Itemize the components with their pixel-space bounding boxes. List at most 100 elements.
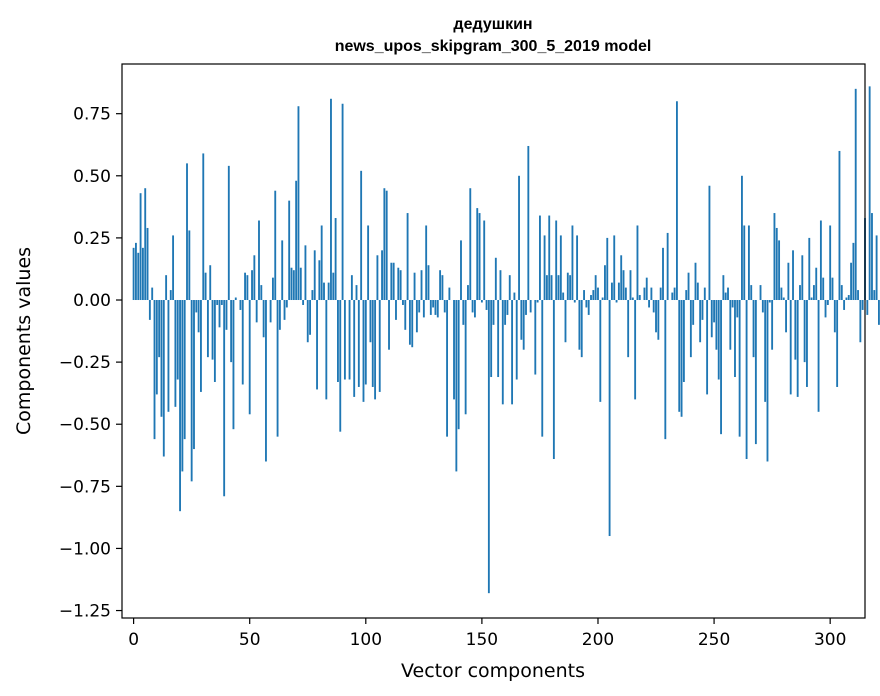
bar-68 <box>290 267 293 301</box>
x-tick-label: 150 <box>466 630 498 650</box>
bar-215 <box>631 297 634 300</box>
bar-1 <box>135 242 137 301</box>
bar-237 <box>682 300 685 382</box>
bar-229 <box>664 300 667 440</box>
y-tick-label: −1.00 <box>59 539 111 559</box>
bar-151 <box>483 220 486 301</box>
bar-259 <box>734 300 736 378</box>
bar-183 <box>557 275 560 301</box>
bar-29 <box>200 300 202 392</box>
bar-96 <box>355 285 358 301</box>
bar-117 <box>404 300 407 330</box>
bar-88 <box>337 300 339 382</box>
bar-287 <box>799 285 801 301</box>
bar-201 <box>599 300 602 402</box>
bar-102 <box>369 300 372 343</box>
bar-223 <box>650 287 653 301</box>
bar-25 <box>190 300 193 482</box>
y-tick-label: −0.50 <box>59 415 111 435</box>
bar-321 <box>878 300 880 325</box>
bar-119 <box>408 300 411 345</box>
bar-138 <box>453 300 455 400</box>
bar-86 <box>332 272 335 301</box>
bar-232 <box>671 292 674 301</box>
x-tick-label: 50 <box>239 630 261 650</box>
bar-121 <box>413 272 416 301</box>
bar-309 <box>850 262 852 300</box>
bar-178 <box>545 275 548 301</box>
bar-34 <box>211 300 214 360</box>
bar-159 <box>501 300 504 405</box>
bar-51 <box>251 270 253 301</box>
bar-248 <box>708 185 711 301</box>
bar-19 <box>176 300 179 380</box>
bar-107 <box>381 250 383 301</box>
bar-236 <box>680 300 683 417</box>
bar-241 <box>692 300 695 325</box>
bar-13 <box>162 300 165 457</box>
bar-188 <box>569 275 572 301</box>
bar-283 <box>789 300 792 395</box>
chart-subtitle: news_upos_skipgram_300_5_2019 model <box>335 38 652 55</box>
bar-263 <box>743 225 746 301</box>
bar-70 <box>295 180 298 301</box>
bar-110 <box>388 300 390 350</box>
y-tick-label: −0.75 <box>59 477 111 497</box>
bar-257 <box>729 300 732 350</box>
bar-289 <box>803 300 806 363</box>
bar-298 <box>824 300 827 318</box>
bar-66 <box>285 300 288 308</box>
bar-31 <box>204 272 207 301</box>
bar-75 <box>306 300 309 343</box>
bar-111 <box>390 262 393 300</box>
bar-101 <box>367 225 370 301</box>
bar-204 <box>606 237 609 301</box>
bar-128 <box>429 300 432 315</box>
bar-176 <box>541 300 544 437</box>
bar-136 <box>448 287 451 301</box>
bar-54 <box>258 220 260 301</box>
bar-160 <box>504 300 507 325</box>
bar-116 <box>402 300 404 305</box>
bar-74 <box>304 245 307 300</box>
bar-6 <box>146 227 149 300</box>
bar-133 <box>441 275 444 301</box>
bar-243 <box>696 282 699 301</box>
bar-260 <box>736 300 739 318</box>
bar-264 <box>745 300 748 460</box>
bar-214 <box>629 270 632 301</box>
bar-145 <box>469 188 472 301</box>
bar-280 <box>782 297 785 300</box>
bar-267 <box>752 300 755 358</box>
bar-153 <box>487 300 490 594</box>
bars-group <box>132 86 880 594</box>
bar-53 <box>255 300 258 323</box>
bar-203 <box>604 265 606 301</box>
bar-252 <box>717 300 720 380</box>
bar-187 <box>566 272 569 301</box>
bar-122 <box>415 300 418 333</box>
bar-308 <box>847 295 850 301</box>
bar-246 <box>703 287 706 301</box>
bar-268 <box>754 300 757 445</box>
bar-57 <box>265 300 267 462</box>
bar-175 <box>539 215 541 301</box>
bar-44 <box>234 297 237 300</box>
bar-36 <box>216 300 219 305</box>
bar-123 <box>418 300 421 313</box>
bar-189 <box>571 225 574 301</box>
bar-87 <box>334 218 337 301</box>
bar-73 <box>302 300 305 305</box>
bar-24 <box>188 230 191 301</box>
bar-8 <box>151 287 154 301</box>
y-tick-label: −0.25 <box>59 353 111 373</box>
bar-234 <box>676 101 678 300</box>
bar-194 <box>583 290 585 301</box>
bar-158 <box>499 270 502 301</box>
bar-63 <box>278 300 281 330</box>
bar-132 <box>439 270 442 301</box>
bar-154 <box>490 300 493 378</box>
bar-18 <box>174 300 177 407</box>
bar-4 <box>141 247 144 301</box>
